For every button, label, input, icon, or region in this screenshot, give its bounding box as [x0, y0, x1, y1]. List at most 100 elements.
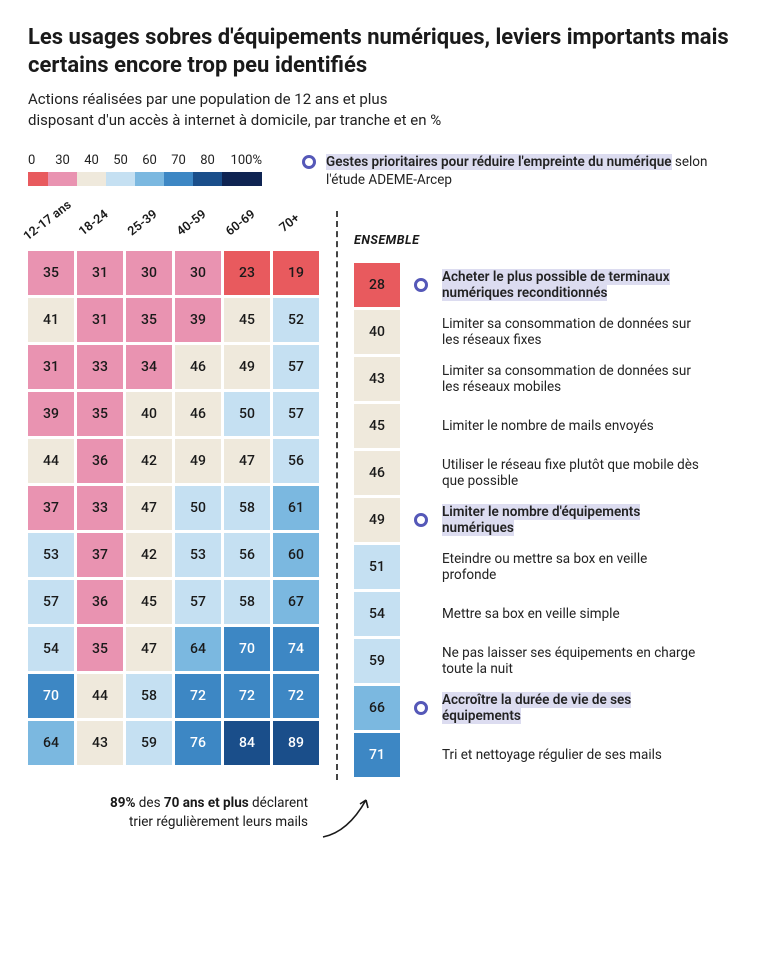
row-label: Tri et nettoyage régulier de ses mails — [442, 747, 662, 764]
heatmap-cell: 57 — [28, 580, 74, 624]
heatmap-cell: 36 — [77, 580, 123, 624]
row-label: Ne pas laisser ses équipements en charge… — [442, 645, 702, 679]
ensemble-cell: 40 — [354, 310, 400, 354]
heatmap-cell: 70 — [28, 674, 74, 718]
heatmap-row: 533742535660 — [28, 533, 322, 577]
heatmap-cell: 52 — [273, 298, 319, 342]
vertical-divider — [336, 211, 338, 780]
priority-circle-icon — [414, 701, 428, 715]
heatmap-cell: 59 — [126, 721, 172, 765]
heatmap-cell: 53 — [28, 533, 74, 577]
ensemble-cell: 45 — [354, 404, 400, 448]
row-label: Acheter le plus possible de terminaux nu… — [442, 269, 702, 303]
page-subtitle: Actions réalisées par une population de … — [28, 89, 744, 131]
ensemble-row: 49Limiter le nombre d'équipements numéri… — [354, 498, 702, 542]
heatmap-cell: 84 — [224, 721, 270, 765]
priority-marker-slot — [414, 278, 428, 292]
row-label: Eteindre ou mettre sa box en veille prof… — [442, 551, 702, 585]
ensemble-cell: 71 — [354, 733, 400, 777]
ensemble-row: 51Eteindre ou mettre sa box en veille pr… — [354, 545, 702, 589]
heatmap-cell: 61 — [273, 486, 319, 530]
legend-tick: 30 — [48, 153, 77, 168]
heatmap-cell: 60 — [273, 533, 319, 577]
heatmap-cell: 56 — [273, 439, 319, 483]
row-label-text: Ne pas laisser ses équipements en charge… — [442, 645, 695, 678]
heatmap-row: 573645575867 — [28, 580, 322, 624]
heatmap-cell: 56 — [224, 533, 270, 577]
annotation-callout: 89% des 70 ans et plus déclarent trier r… — [28, 794, 744, 842]
heatmap-cell: 54 — [28, 627, 74, 671]
heatmap-cell: 23 — [224, 251, 270, 295]
row-label: Mettre sa box en veille simple — [442, 606, 620, 623]
heatmap-row: 393540465057 — [28, 392, 322, 436]
heatmap-cell: 41 — [28, 298, 74, 342]
heatmap-cell: 49 — [175, 439, 221, 483]
priority-marker-slot — [414, 513, 428, 527]
legend-swatch — [48, 172, 77, 186]
heatmap-cell: 72 — [224, 674, 270, 718]
heatmap-cell: 40 — [126, 392, 172, 436]
heatmap-cell: 47 — [224, 439, 270, 483]
row-label-highlight: Acheter le plus possible de terminaux nu… — [442, 269, 670, 302]
heatmap-cell: 72 — [175, 674, 221, 718]
annotation-age: 70 ans et plus — [164, 795, 249, 811]
row-label-text: Limiter sa consommation de données sur l… — [442, 316, 691, 349]
heatmap-cell: 39 — [28, 392, 74, 436]
heatmap-cell: 33 — [77, 486, 123, 530]
heatmap-cell: 67 — [273, 580, 319, 624]
annotation-pct: 89% — [110, 795, 135, 811]
ensemble-cell: 43 — [354, 357, 400, 401]
heatmap-cell: 31 — [77, 298, 123, 342]
row-label-highlight: Accroître la durée de vie de ses équipem… — [442, 692, 631, 725]
heatmap-cell: 42 — [126, 533, 172, 577]
heatmap-row: 413135394552 — [28, 298, 322, 342]
ensemble-row: 43 Limiter sa consommation de données sur… — [354, 357, 702, 401]
ensemble-cell: 46 — [354, 451, 400, 495]
legend-tick: 100% — [222, 153, 262, 168]
subtitle-line-2: disposant d'un accès à internet à domici… — [28, 111, 441, 129]
row-label: Limiter sa consommation de données sur l… — [442, 363, 702, 397]
heatmap-cell: 42 — [126, 439, 172, 483]
ensemble-row: 28 Acheter le plus possible de terminaux … — [354, 263, 702, 307]
legend-tick: 40 — [77, 153, 106, 168]
row-label: Utiliser le réseau fixe plutôt que mobil… — [442, 457, 702, 491]
heatmap-cell: 50 — [175, 486, 221, 530]
heatmap-cell: 34 — [126, 345, 172, 389]
heatmap-cell: 57 — [273, 345, 319, 389]
heatmap-cell: 46 — [175, 345, 221, 389]
legend-swatch — [135, 172, 164, 186]
row-label: Limiter sa consommation de données sur l… — [442, 316, 702, 350]
heatmap-cell: 58 — [224, 486, 270, 530]
legend-swatch — [193, 172, 222, 186]
ensemble-row: 45 Limiter le nombre de mails envoyés — [354, 404, 702, 448]
heatmap-cell: 70 — [224, 627, 270, 671]
subtitle-line-1: Actions réalisées par une population de … — [28, 90, 387, 108]
legend-swatch — [106, 172, 135, 186]
heatmap-cell: 76 — [175, 721, 221, 765]
ensemble-cell: 28 — [354, 263, 400, 307]
row-label-text: Utiliser le réseau fixe plutôt que mobil… — [442, 457, 699, 490]
row-label-text: Tri et nettoyage régulier de ses mails — [442, 747, 662, 763]
heatmap-cell: 58 — [224, 580, 270, 624]
row-label: Limiter le nombre de mails envoyés — [442, 418, 654, 435]
heatmap-cell: 37 — [77, 533, 123, 577]
heatmap-row: 373347505861 — [28, 486, 322, 530]
heatmap-cell: 37 — [28, 486, 74, 530]
legend-tick: 70 — [164, 153, 193, 168]
heatmap-cell: 47 — [126, 627, 172, 671]
heatmap-row: 443642494756 — [28, 439, 322, 483]
heatmap-cell: 35 — [77, 392, 123, 436]
ensemble-cell: 59 — [354, 639, 400, 683]
priority-circle-icon — [414, 278, 428, 292]
ensemble-row: 66Accroître la durée de vie de ses équip… — [354, 686, 702, 730]
heatmap-cell: 64 — [175, 627, 221, 671]
heatmap-cell: 31 — [28, 345, 74, 389]
legend-swatch — [164, 172, 193, 186]
heatmap-cell: 36 — [77, 439, 123, 483]
row-label-text: Limiter sa consommation de données sur l… — [442, 363, 691, 396]
heatmap-cell: 74 — [273, 627, 319, 671]
heatmap-cell: 58 — [126, 674, 172, 718]
ensemble-row: 71 Tri et nettoyage régulier de ses mails — [354, 733, 702, 777]
priority-note: Gestes prioritaires pour réduire l'empre… — [302, 153, 744, 189]
heatmap-cell: 64 — [28, 721, 74, 765]
